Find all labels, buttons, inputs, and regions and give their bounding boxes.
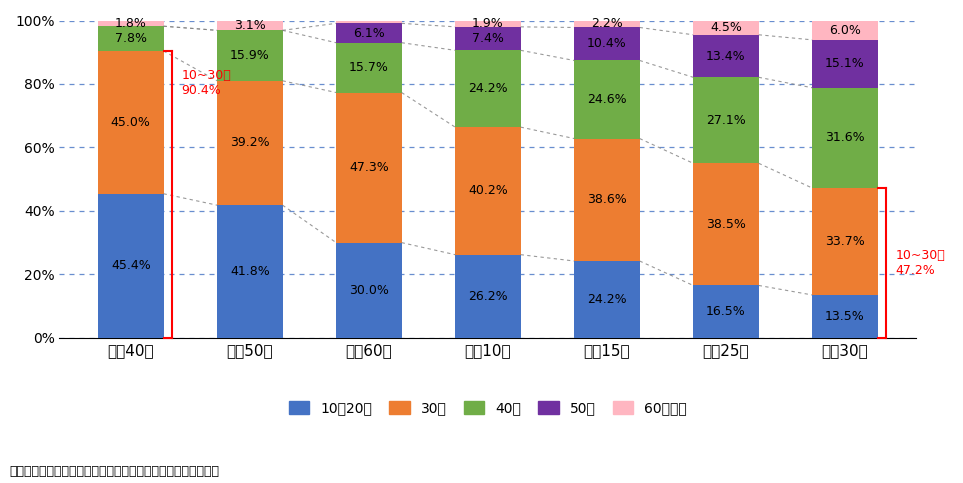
Bar [574,261,639,338]
Text: 38.6%: 38.6% [587,193,627,206]
Bar [336,23,402,43]
Bar [812,295,877,338]
Bar [693,77,759,163]
Bar [455,50,521,127]
Text: 47.3%: 47.3% [349,161,389,174]
Bar [574,28,639,60]
Bar [217,81,282,205]
Text: 38.5%: 38.5% [706,218,746,231]
Text: 39.2%: 39.2% [230,137,270,149]
Text: 15.7%: 15.7% [349,61,389,74]
Text: 33.7%: 33.7% [825,235,865,248]
Bar [98,194,164,338]
Text: 6.1%: 6.1% [353,27,385,40]
Text: 45.0%: 45.0% [111,116,151,129]
Bar [574,20,639,28]
Text: 10~30代
47.2%: 10~30代 47.2% [896,249,946,277]
Text: 6.0%: 6.0% [829,24,861,37]
Bar [812,21,877,40]
Text: 16.5%: 16.5% [706,305,745,318]
Bar [574,139,639,261]
Bar [455,27,521,50]
Text: 24.2%: 24.2% [587,293,627,306]
Bar [574,60,639,139]
Text: 40.2%: 40.2% [468,185,508,198]
Text: 3.1%: 3.1% [234,19,266,32]
Bar [693,20,759,35]
Text: 13.4%: 13.4% [706,50,745,62]
Text: 26.2%: 26.2% [468,290,508,303]
Text: 30.0%: 30.0% [349,284,389,297]
Text: 7.8%: 7.8% [115,32,146,45]
Bar [98,51,164,194]
Text: 45.4%: 45.4% [111,259,150,272]
Text: 4.5%: 4.5% [710,21,742,34]
Bar [217,30,282,81]
Bar [336,20,402,23]
Text: 15.1%: 15.1% [825,57,865,71]
Bar [693,163,759,285]
Text: 2.2%: 2.2% [591,17,623,30]
Text: 24.6%: 24.6% [587,93,627,106]
Text: 41.8%: 41.8% [230,265,270,278]
Bar [336,242,402,338]
Text: 31.6%: 31.6% [825,131,865,144]
Bar [455,21,521,27]
Bar [336,93,402,242]
Bar [455,127,521,255]
Bar [336,43,402,93]
Bar [98,26,164,51]
Text: 24.2%: 24.2% [468,82,508,95]
Text: 10.4%: 10.4% [587,38,627,51]
Bar [217,20,282,30]
Bar [812,40,877,88]
Bar [217,205,282,338]
Text: 13.5%: 13.5% [825,310,865,323]
Bar [455,255,521,338]
Text: 15.9%: 15.9% [230,49,270,62]
Text: 10~30代
90.4%: 10~30代 90.4% [181,69,231,97]
Text: 27.1%: 27.1% [706,114,745,127]
Bar [693,285,759,338]
Text: 出典：消防庁「消防防災・震災対策現況調査」より内閣府作成: 出典：消防庁「消防防災・震災対策現況調査」より内閣府作成 [10,465,220,478]
Bar [812,88,877,188]
Text: 1.9%: 1.9% [472,17,504,30]
Text: 1.8%: 1.8% [115,17,146,30]
Text: 7.4%: 7.4% [472,32,504,45]
Legend: 10～20代, 30代, 40代, 50代, 60代以上: 10～20代, 30代, 40代, 50代, 60代以上 [283,396,692,421]
Bar [98,20,164,26]
Bar [812,188,877,295]
Bar [693,35,759,77]
